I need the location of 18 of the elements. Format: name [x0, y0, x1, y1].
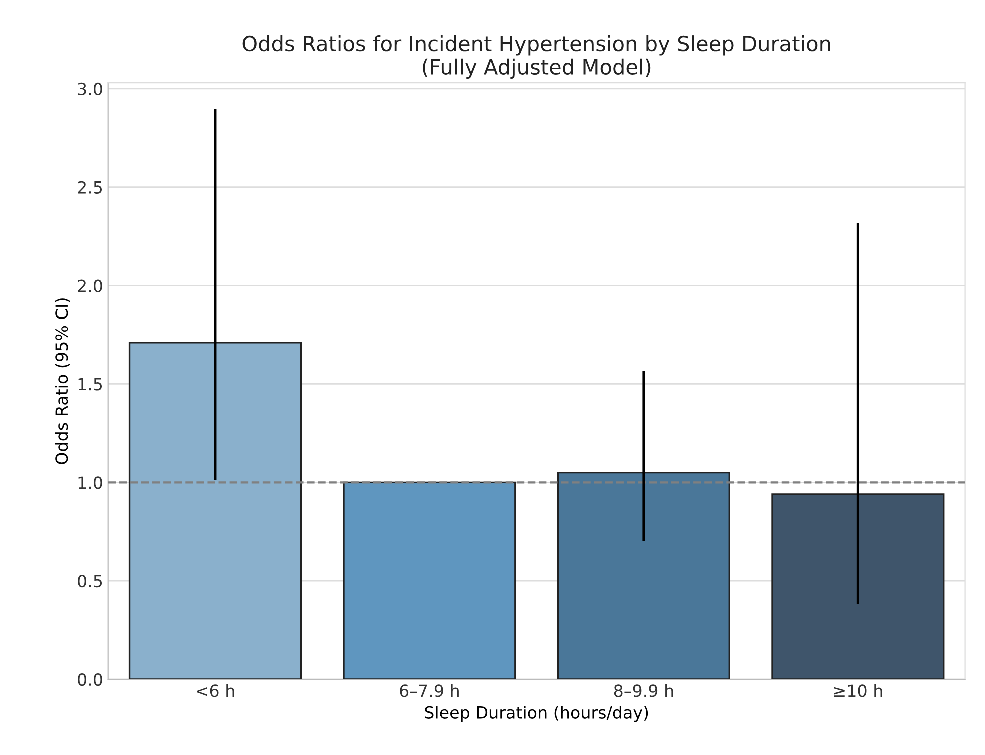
chart-title: Odds Ratios for Incident Hypertension by Sleep Duration (Fully Adjusted Model) [242, 36, 830, 80]
x-tick-label: <6 h [197, 684, 234, 698]
y-axis-title: Odds Ratio (95% CI) [55, 298, 70, 464]
y-tick-label: 0.5 [78, 575, 102, 588]
x-tick-label: 6–7.9 h [400, 684, 459, 698]
x-tick-label: 8–9.9 h [614, 684, 674, 698]
bar [772, 494, 945, 680]
y-tick-label: 3.0 [78, 82, 102, 96]
bar [343, 482, 516, 680]
y-tick-label: 1.5 [78, 378, 102, 391]
y-tick-label: 0.0 [78, 673, 102, 686]
y-tick-label: 2.5 [78, 181, 102, 194]
y-tick-label: 2.0 [78, 280, 102, 292]
y-tick-label: 1.0 [78, 476, 102, 490]
x-axis-title: Sleep Duration (hours/day) [425, 706, 648, 722]
bar [128, 342, 302, 680]
x-tick-label: ≥10 h [834, 684, 882, 698]
bar [557, 472, 730, 680]
